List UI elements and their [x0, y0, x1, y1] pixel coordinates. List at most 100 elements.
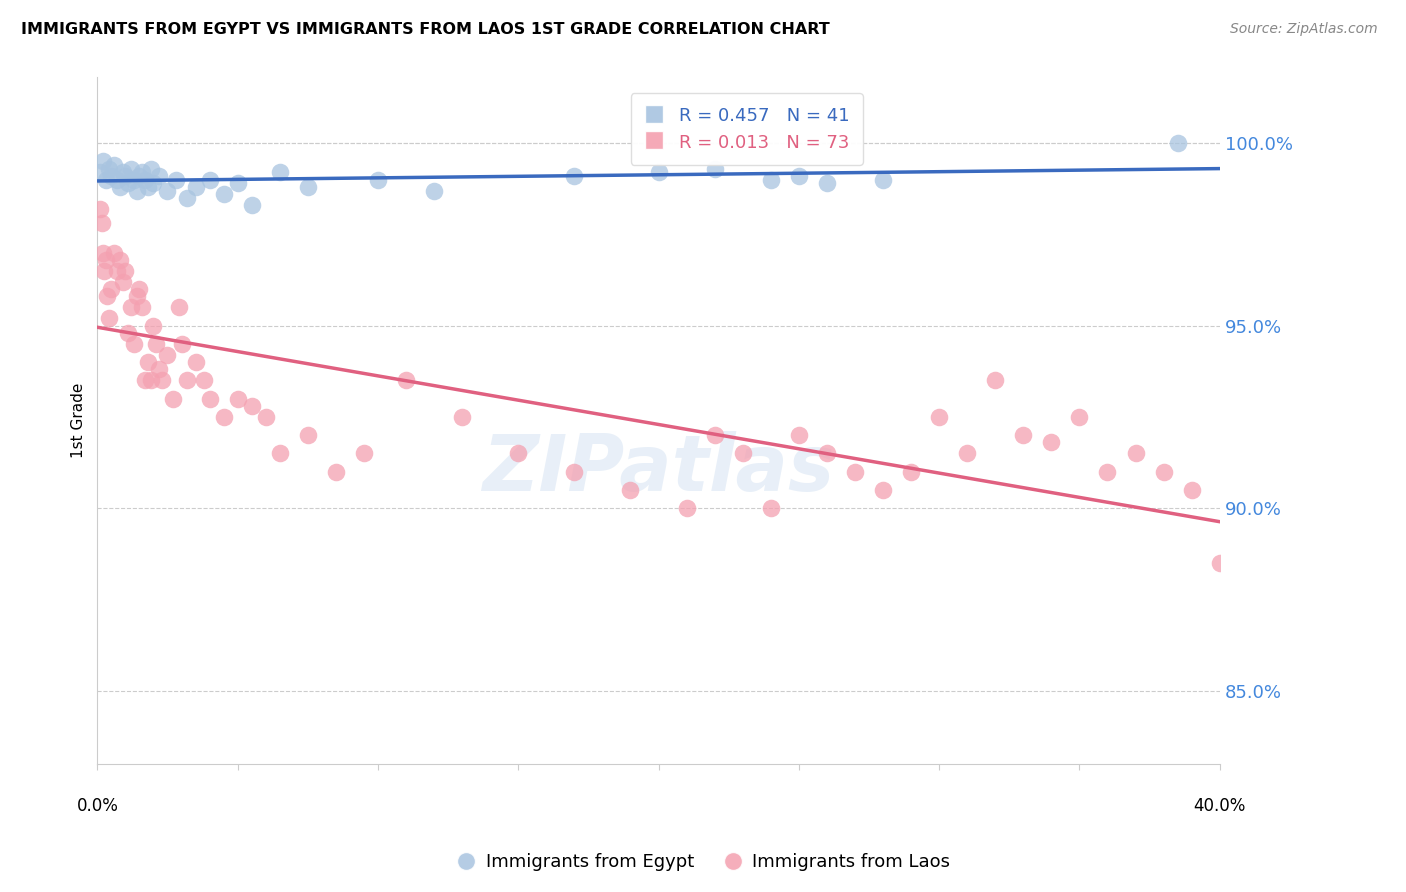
Point	[731, 446, 754, 460]
Point	[165, 172, 187, 186]
Point	[111, 275, 134, 289]
Text: 40.0%: 40.0%	[1194, 797, 1246, 814]
Point	[111, 165, 134, 179]
Point	[787, 169, 810, 183]
Text: 0.0%: 0.0%	[76, 797, 118, 814]
Point	[226, 392, 249, 406]
Point	[956, 446, 979, 460]
Point	[844, 465, 866, 479]
Point	[269, 446, 291, 460]
Point	[212, 409, 235, 424]
Point	[103, 245, 125, 260]
Point	[93, 264, 115, 278]
Point	[198, 392, 221, 406]
Point	[91, 154, 114, 169]
Point	[134, 373, 156, 387]
Point	[156, 348, 179, 362]
Point	[90, 217, 112, 231]
Point	[675, 501, 697, 516]
Point	[105, 264, 128, 278]
Point	[423, 184, 446, 198]
Point	[1097, 465, 1119, 479]
Point	[117, 176, 139, 190]
Point	[1069, 409, 1091, 424]
Point	[1209, 556, 1232, 570]
Point	[1040, 435, 1063, 450]
Point	[254, 409, 277, 424]
Point	[120, 301, 142, 315]
Point	[198, 172, 221, 186]
Legend: R = 0.457   N = 41, R = 0.013   N = 73: R = 0.457 N = 41, R = 0.013 N = 73	[631, 94, 863, 164]
Point	[156, 184, 179, 198]
Point	[619, 483, 641, 497]
Point	[872, 483, 894, 497]
Point	[142, 176, 165, 190]
Point	[1222, 545, 1244, 559]
Point	[984, 373, 1007, 387]
Point	[94, 252, 117, 267]
Point	[96, 289, 118, 303]
Point	[184, 355, 207, 369]
Point	[122, 337, 145, 351]
Point	[114, 264, 136, 278]
Point	[564, 169, 586, 183]
Point	[226, 176, 249, 190]
Point	[128, 282, 150, 296]
Point	[703, 428, 725, 442]
Point	[148, 362, 170, 376]
Text: IMMIGRANTS FROM EGYPT VS IMMIGRANTS FROM LAOS 1ST GRADE CORRELATION CHART: IMMIGRANTS FROM EGYPT VS IMMIGRANTS FROM…	[21, 22, 830, 37]
Point	[148, 169, 170, 183]
Point	[100, 282, 122, 296]
Point	[1167, 136, 1189, 150]
Point	[1320, 545, 1343, 559]
Text: Source: ZipAtlas.com: Source: ZipAtlas.com	[1230, 22, 1378, 37]
Point	[759, 172, 782, 186]
Point	[900, 465, 922, 479]
Point	[1264, 556, 1286, 570]
Point	[89, 165, 111, 179]
Point	[176, 191, 198, 205]
Point	[103, 158, 125, 172]
Point	[240, 198, 263, 212]
Point	[136, 355, 159, 369]
Point	[564, 465, 586, 479]
Point	[1125, 446, 1147, 460]
Point	[269, 165, 291, 179]
Point	[125, 184, 148, 198]
Legend: Immigrants from Egypt, Immigrants from Laos: Immigrants from Egypt, Immigrants from L…	[449, 847, 957, 879]
Point	[297, 180, 319, 194]
Text: ZIPatlas: ZIPatlas	[482, 431, 835, 507]
Point	[114, 169, 136, 183]
Point	[1012, 428, 1035, 442]
Point	[91, 245, 114, 260]
Point	[122, 172, 145, 186]
Point	[872, 172, 894, 186]
Point	[162, 392, 184, 406]
Point	[139, 161, 162, 176]
Point	[176, 373, 198, 387]
Point	[142, 318, 165, 333]
Point	[128, 169, 150, 183]
Point	[787, 428, 810, 442]
Point	[100, 169, 122, 183]
Point	[353, 446, 375, 460]
Point	[131, 165, 153, 179]
Point	[367, 172, 389, 186]
Point	[139, 373, 162, 387]
Point	[647, 165, 669, 179]
Point	[97, 311, 120, 326]
Point	[1236, 538, 1258, 552]
Y-axis label: 1st Grade: 1st Grade	[72, 383, 86, 458]
Point	[703, 161, 725, 176]
Point	[240, 399, 263, 413]
Point	[94, 172, 117, 186]
Point	[1348, 538, 1371, 552]
Point	[212, 187, 235, 202]
Point	[325, 465, 347, 479]
Point	[297, 428, 319, 442]
Point	[97, 161, 120, 176]
Point	[120, 161, 142, 176]
Point	[108, 180, 131, 194]
Point	[1181, 483, 1204, 497]
Point	[105, 172, 128, 186]
